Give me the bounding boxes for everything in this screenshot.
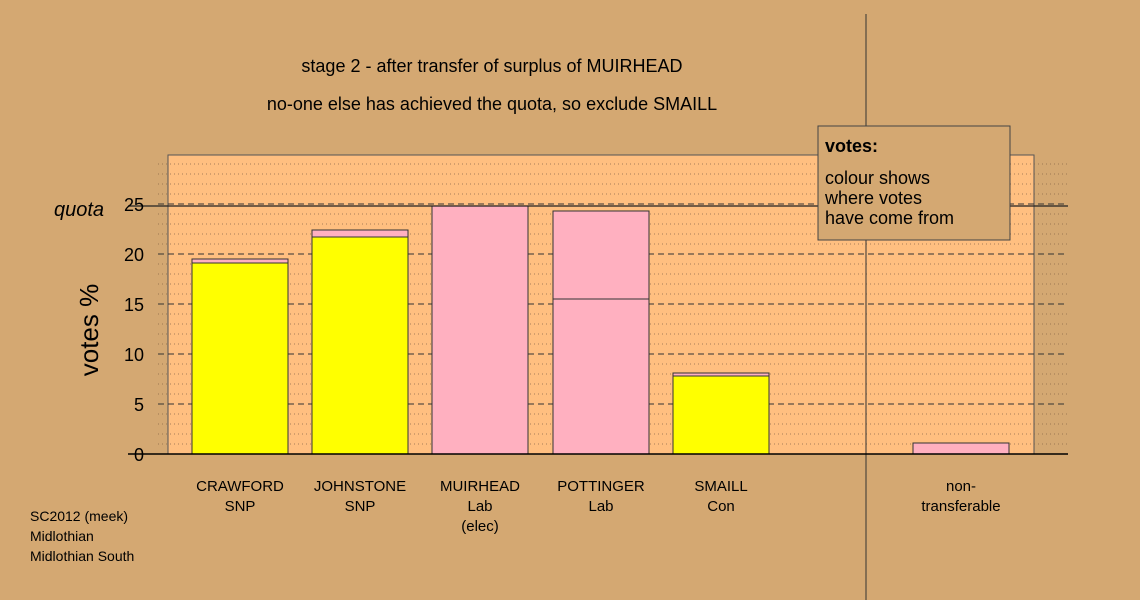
x-tick-label-note: (elec) bbox=[461, 518, 499, 535]
bar-johnstone-segment-0 bbox=[311, 236, 409, 455]
bar-crawford-segment-0 bbox=[191, 262, 289, 455]
x-tick-label-name: POTTINGER bbox=[557, 478, 645, 495]
x-tick-label-name: MUIRHEAD bbox=[440, 478, 520, 495]
y-tick-label: 20 bbox=[124, 245, 144, 265]
footer-info: SC2012 (meek) Midlothian Midlothian Sout… bbox=[30, 506, 134, 566]
footer-ward: Midlothian South bbox=[30, 548, 135, 564]
legend-title: votes: bbox=[825, 136, 878, 156]
y-tick-label: 0 bbox=[134, 445, 144, 465]
x-tick-label-name: JOHNSTONE bbox=[314, 478, 406, 495]
bar-muirhead-segment-2 bbox=[431, 205, 529, 455]
bar-non-segment-2 bbox=[912, 442, 1010, 455]
legend-line-3: have come from bbox=[825, 208, 954, 228]
legend-box: votes: colour shows where votes have com… bbox=[817, 125, 1011, 241]
legend-line-1: colour shows bbox=[825, 168, 930, 188]
x-tick-label-name: SMAILL bbox=[694, 478, 747, 495]
x-tick-label-party: SNP bbox=[345, 498, 376, 515]
y-tick-label: 15 bbox=[124, 295, 144, 315]
legend-line-2: where votes bbox=[824, 188, 922, 208]
y-tick-label: 5 bbox=[134, 395, 144, 415]
x-tick-label-name: non- bbox=[946, 478, 976, 495]
bar-smaill-segment-2 bbox=[672, 372, 770, 377]
y-tick-label: 10 bbox=[124, 345, 144, 365]
x-tick-label-party: Lab bbox=[588, 498, 613, 515]
chart-title: stage 2 - after transfer of surplus of M… bbox=[301, 56, 682, 76]
footer-election: SC2012 (meek) bbox=[30, 508, 129, 524]
quota-label: quota bbox=[54, 199, 104, 221]
bar-pottinger-segment-2 bbox=[552, 298, 650, 455]
x-tick-label-name: CRAWFORD bbox=[196, 478, 284, 495]
x-tick-label-party: Con bbox=[707, 498, 735, 515]
bar-pottinger-segment-3 bbox=[552, 210, 650, 300]
footer-council: Midlothian bbox=[30, 528, 94, 544]
x-tick-label-party: SNP bbox=[225, 498, 256, 515]
y-axis-label: votes % bbox=[74, 284, 104, 377]
chart-subtitle: no-one else has achieved the quota, so e… bbox=[267, 94, 717, 114]
bar-johnstone-segment-2 bbox=[311, 229, 409, 238]
y-tick-label: 25 bbox=[124, 195, 144, 215]
x-tick-label-party: Lab bbox=[467, 498, 492, 515]
bar-crawford-segment-2 bbox=[191, 258, 289, 264]
x-tick-label-party: transferable bbox=[921, 498, 1000, 515]
bar-smaill-segment-0 bbox=[672, 375, 770, 455]
